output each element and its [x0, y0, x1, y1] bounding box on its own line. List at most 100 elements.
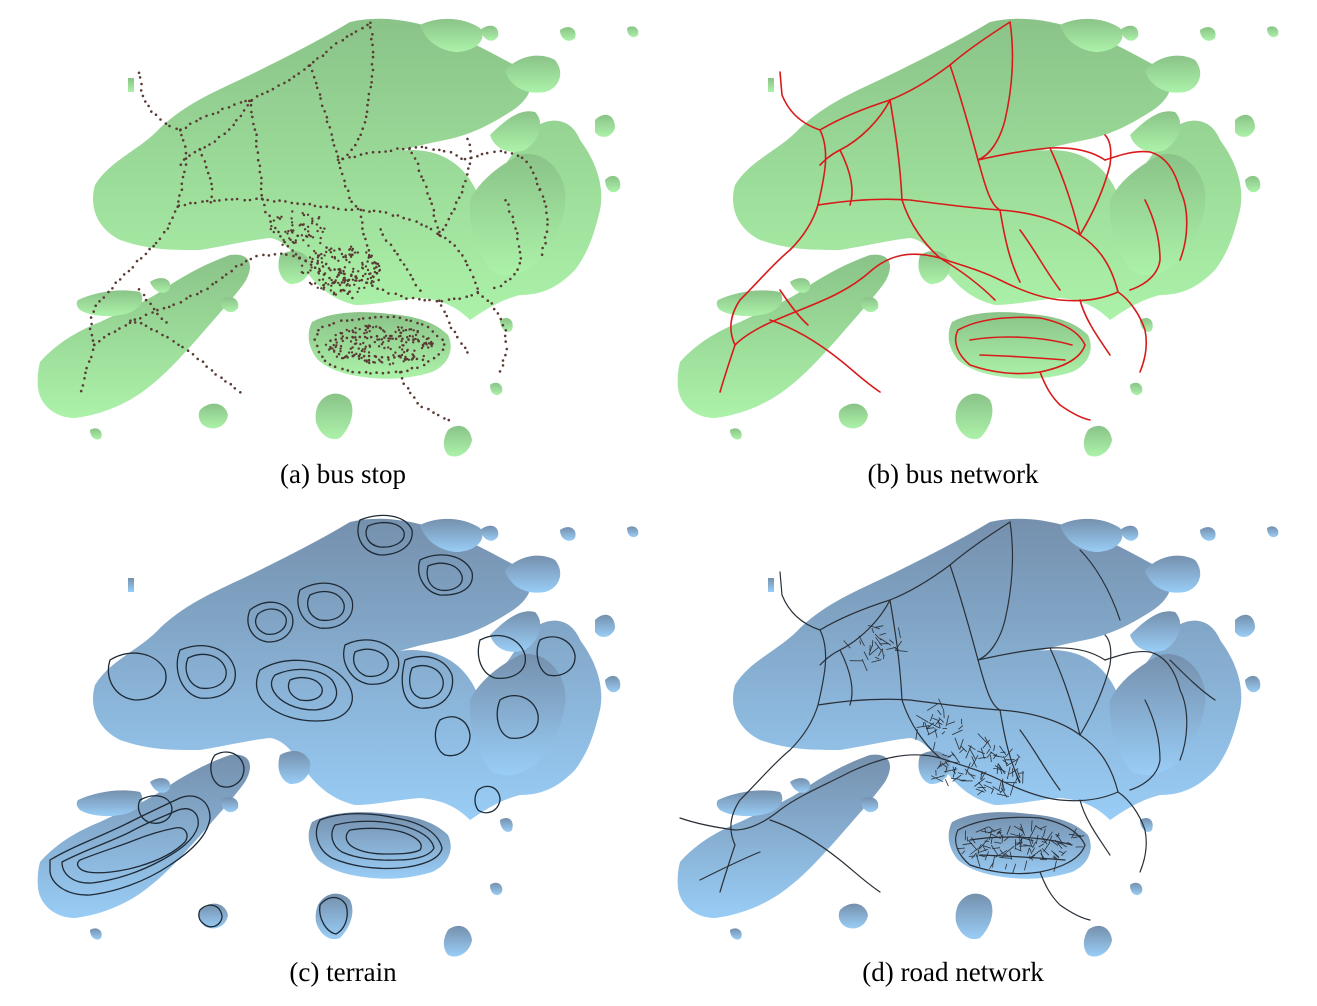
road-segment	[982, 739, 991, 749]
bus-stop-point	[301, 271, 305, 275]
bus-stop-point	[252, 122, 255, 126]
bus-stop-point	[391, 214, 395, 217]
road-segment	[1014, 757, 1019, 766]
bus-stop-point	[394, 292, 398, 296]
bus-stop-point	[251, 115, 254, 119]
bus-stop-point	[233, 103, 236, 106]
bus-stop-point	[325, 250, 328, 254]
bus-stop-point	[368, 316, 372, 320]
road-segment	[881, 648, 884, 656]
bus-stop-point	[346, 356, 349, 359]
bus-stop-point	[461, 185, 465, 188]
road-segment	[958, 725, 964, 730]
road-segment	[941, 762, 947, 768]
bus-stop-point	[367, 358, 371, 362]
bus-stop-point	[427, 360, 430, 363]
bus-stop-point	[173, 210, 177, 213]
road-segment	[1004, 863, 1008, 870]
bus-stop-point	[208, 143, 211, 146]
bus-stop-point	[414, 283, 418, 287]
road-segment	[996, 763, 999, 775]
bus-stop-point	[316, 333, 319, 336]
road-segment	[979, 854, 986, 858]
bus-stop-point	[230, 269, 233, 273]
bus-stop-point	[325, 115, 329, 119]
bus-stop-point	[516, 237, 519, 241]
bus-stop-point	[529, 166, 533, 169]
bus-stop-point	[519, 257, 523, 260]
bus-stop-point	[269, 220, 272, 223]
bus-stop-point	[337, 207, 340, 211]
bus-stop-point	[340, 357, 344, 360]
bus-stop-point	[356, 290, 359, 294]
bus-stop-point	[364, 345, 367, 348]
bus-stop-point	[402, 263, 406, 266]
bus-stop-point	[330, 278, 333, 282]
bus-stop-point	[490, 302, 494, 305]
bus-stop-point	[345, 336, 349, 340]
road-segment	[1028, 832, 1034, 840]
road-segment	[1009, 768, 1019, 775]
road-segment	[1032, 841, 1037, 848]
bus-stop-point	[504, 340, 508, 343]
bus-stop-point	[183, 170, 186, 174]
bus-stop-point	[430, 344, 433, 348]
road-segment	[984, 851, 989, 861]
bus-stop-point	[518, 261, 522, 265]
bus-stop-point	[370, 75, 374, 78]
bus-stop-point	[432, 411, 435, 414]
bus-stop-point	[345, 319, 349, 322]
road-segment	[1001, 834, 1004, 843]
bus-stop-point	[363, 335, 367, 339]
bus-stop-point	[356, 207, 360, 211]
bus-stop-point	[256, 158, 260, 162]
road-segment	[1043, 842, 1051, 852]
bus-stop-point	[188, 154, 191, 157]
road-segment	[997, 831, 1002, 834]
bus-stop-point	[335, 150, 338, 153]
bus-stop-point	[286, 244, 290, 248]
bus-stop-point	[311, 217, 314, 220]
bus-stop-point	[353, 283, 356, 286]
bus-stop-point	[203, 160, 207, 163]
bus-stop-point	[396, 214, 400, 217]
road-segment	[985, 781, 992, 784]
bus-stop-point	[366, 337, 369, 340]
bus-stop-point	[317, 254, 320, 257]
bus-stop-point	[445, 314, 449, 318]
bus-stop-point	[460, 190, 464, 194]
bus-stop-point	[189, 294, 192, 298]
bus-stop-point	[399, 331, 402, 334]
bus-stop-point	[193, 150, 197, 154]
bus-stop-point	[389, 347, 392, 351]
road-segment	[1072, 835, 1085, 839]
bus-stop-point	[320, 104, 324, 108]
bus-stop-point	[272, 219, 276, 222]
bus-stop-point	[418, 297, 421, 301]
bus-stop-point	[416, 162, 420, 166]
bus-stop-point	[351, 346, 354, 349]
bus-stop-point	[277, 84, 280, 87]
bus-stop-point	[320, 287, 323, 290]
bus-stop-point	[375, 272, 378, 275]
road-segment	[938, 717, 945, 723]
bus-stop-point	[425, 185, 428, 189]
bus-stop-point	[98, 300, 101, 303]
panel-terrain: (c) terrain	[0, 500, 658, 1003]
bus-stop-point	[402, 216, 406, 220]
bus-stop-point	[316, 259, 320, 262]
bus-stop-point	[517, 245, 521, 248]
road-segment	[1031, 847, 1036, 853]
bus-stop-point	[335, 275, 339, 278]
bus-stop-point	[253, 128, 257, 131]
road-segment	[1006, 845, 1015, 853]
bus-stop-point	[321, 278, 325, 281]
road-segment	[859, 640, 862, 645]
road-segment	[959, 748, 965, 754]
bus-stop-point	[501, 359, 505, 362]
bus-stop-point	[330, 247, 333, 250]
road-segment	[1030, 820, 1033, 832]
bus-stop-point	[476, 290, 480, 294]
bus-stop-point	[374, 315, 377, 319]
bus-stop-point	[184, 145, 187, 148]
